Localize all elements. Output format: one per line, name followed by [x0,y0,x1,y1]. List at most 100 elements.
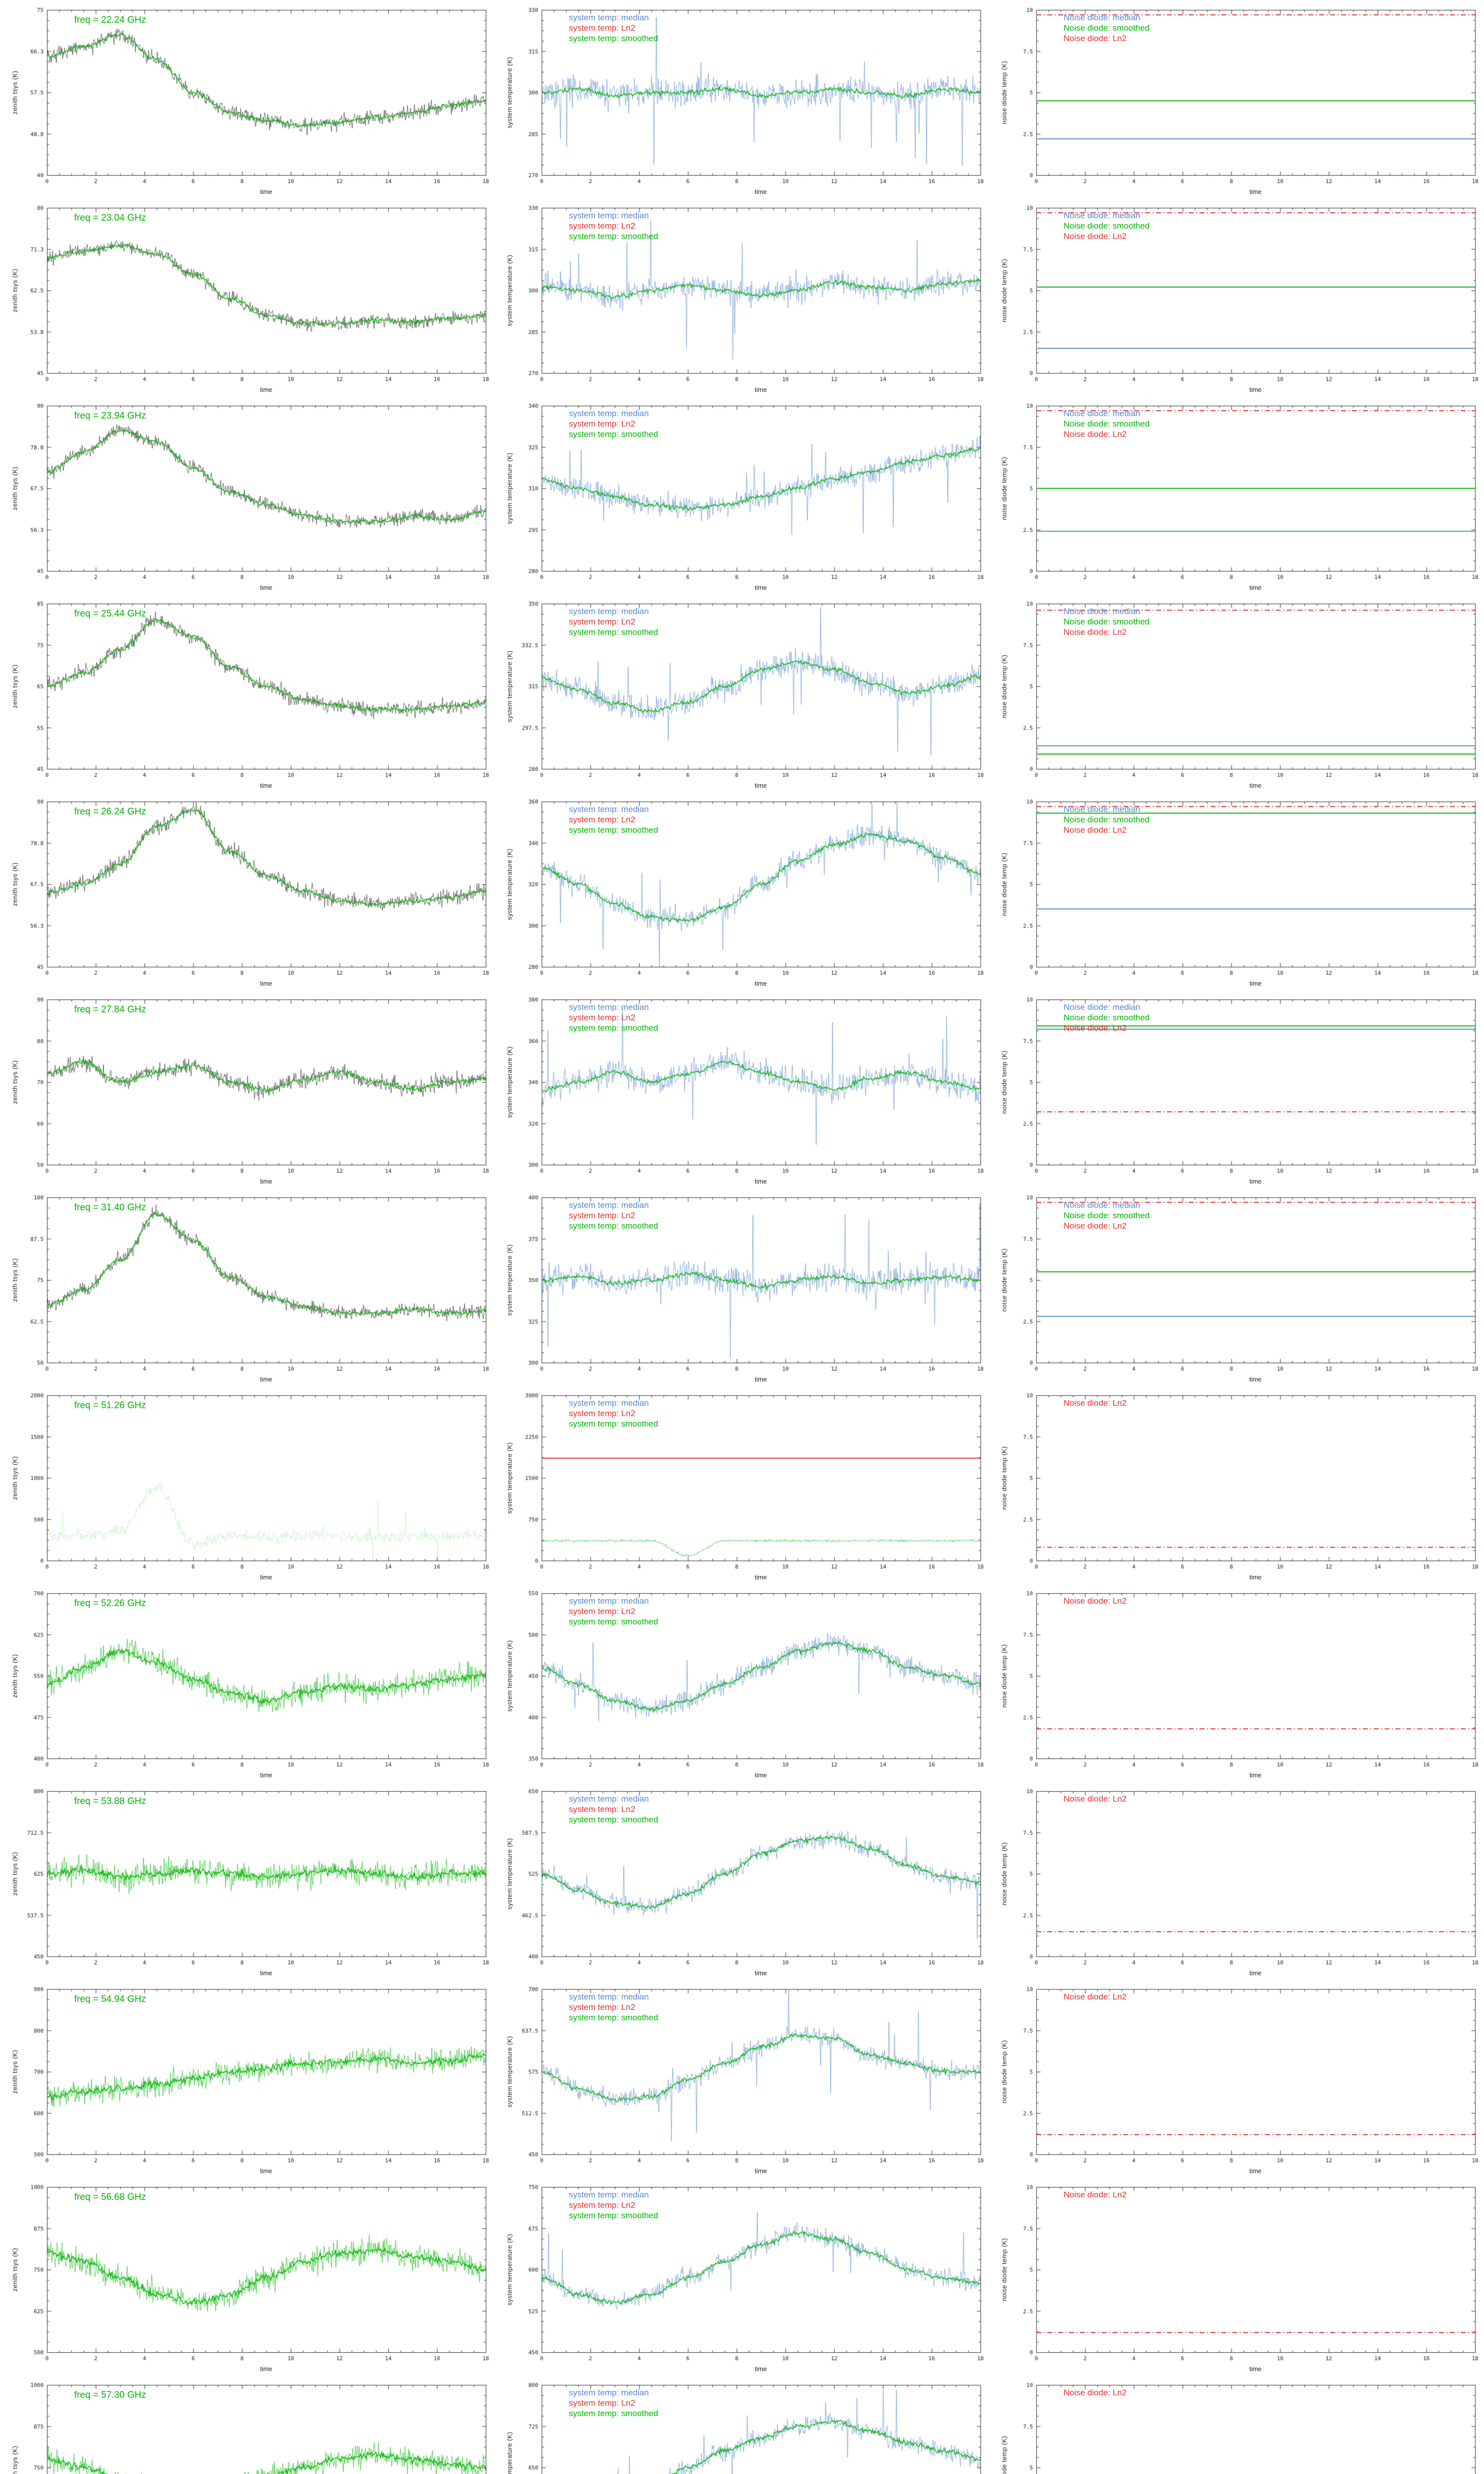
x-axis-label: time [260,386,273,393]
x-axis-label: time [260,584,273,591]
x-axis-label: time [260,782,273,789]
y-axis-label: noise diode temp (K) [1000,2436,1008,2474]
legend-item: system temp: median [569,1200,649,1210]
y-axis-label: system temperature (K) [506,1640,513,1712]
system-temp-chart-cell: system temperature (K) time system temp:… [495,198,989,396]
x-axis-label: time [1249,1969,1262,1977]
tsys-chart-cell: zenith tsys (K) time freq = 51.26 GHz [0,1385,495,1583]
plot-legend: system temp: median system temp: Ln2 syste… [569,13,658,44]
y-axis-label: noise diode temp (K) [1000,61,1008,124]
legend-item: system temp: Ln2 [569,2002,636,2012]
plot-legend: system temp: median system temp: Ln2 syste… [569,1992,658,2023]
legend-item: system temp: smoothed [569,1815,658,1824]
legend-item: Noise diode: Ln2 [1064,1596,1127,1606]
x-axis-label: time [1249,980,1262,987]
y-axis-label: noise diode temp (K) [1000,259,1008,322]
legend-item: system temp: Ln2 [569,2398,636,2408]
y-axis-label: system temperature (K) [506,848,513,920]
freq-title: freq = 23.04 GHz [74,213,146,223]
legend-item: Noise diode: median [1064,805,1140,814]
noise-diode-plot-canvas [989,2375,1484,2474]
y-axis-label: noise diode temp (K) [1000,2040,1008,2103]
y-axis-label: zenith tsys (K) [11,664,19,709]
tsys-chart-cell: zenith tsys (K) time freq = 57.30 GHz [0,2375,495,2474]
system-temp-chart-cell: system temperature (K) time system temp:… [495,396,989,594]
system-temp-plot-canvas [495,792,989,990]
legend-item: Noise diode: Ln2 [1064,1221,1127,1231]
y-axis-label: zenith tsys (K) [11,2247,19,2292]
x-axis-label: time [1249,584,1262,591]
x-axis-label: time [754,1771,767,1779]
x-axis-label: time [754,980,767,987]
noise-diode-plot-canvas [989,1979,1484,2177]
legend-item: system temp: Ln2 [569,23,636,33]
legend-item: system temp: median [569,1398,649,1408]
plot-legend: Noise diode: Ln2 [1064,1398,1127,1408]
x-axis-label: time [260,1376,273,1383]
system-temp-chart-cell: system temperature (K) time system temp:… [495,1979,989,2177]
freq-title: freq = 27.84 GHz [74,1004,146,1015]
x-axis-label: time [1249,1771,1262,1779]
y-axis-label: noise diode temp (K) [1000,853,1008,916]
y-axis-label: zenith tsys (K) [11,1852,19,1896]
legend-item: system temp: median [569,211,649,220]
plot-legend: system temp: median system temp: Ln2 syste… [569,1398,658,1429]
freq-title: freq = 26.24 GHz [74,807,146,817]
system-temp-plot-canvas [495,1583,989,1781]
tsys-chart-cell: zenith tsys (K) time freq = 31.40 GHz [0,1188,495,1385]
legend-item: Noise diode: Ln2 [1064,34,1127,43]
tsys-plot-canvas [0,0,495,198]
freq-title: freq = 56.68 GHz [74,2192,146,2202]
noise-diode-chart-cell: noise diode temp (K) time Noise diode: m… [989,198,1484,396]
y-axis-label: system temperature (K) [506,2431,513,2474]
tsys-chart-cell: zenith tsys (K) time freq = 27.84 GHz [0,990,495,1188]
system-temp-plot-canvas [495,2375,989,2474]
noise-diode-chart-cell: noise diode temp (K) time Noise diode: L… [989,2375,1484,2474]
legend-item: system temp: smoothed [569,429,658,439]
system-temp-plot-canvas [495,1385,989,1583]
x-axis-label: time [1249,782,1262,789]
tsys-chart-cell: zenith tsys (K) time freq = 53.88 GHz [0,1781,495,1979]
tsys-plot-canvas [0,396,495,594]
tsys-chart-cell: zenith tsys (K) time freq = 23.04 GHz [0,198,495,396]
noise-diode-plot-canvas [989,198,1484,396]
plot-legend: system temp: median system temp: Ln2 syste… [569,1794,658,1825]
system-temp-plot-canvas [495,396,989,594]
tsys-plot-canvas [0,1979,495,2177]
legend-item: system temp: smoothed [569,1617,658,1626]
legend-item: system temp: Ln2 [569,815,636,824]
legend-item: system temp: median [569,2388,649,2397]
legend-item: system temp: median [569,409,649,418]
legend-item: system temp: median [569,1596,649,1606]
y-axis-label: system temperature (K) [506,2234,513,2306]
legend-item: system temp: Ln2 [569,419,636,428]
y-axis-label: system temperature (K) [506,56,513,129]
noise-diode-plot-canvas [989,594,1484,792]
x-axis-label: time [1249,386,1262,393]
noise-diode-plot-canvas [989,2177,1484,2375]
legend-item: Noise diode: median [1064,1200,1140,1210]
legend-item: system temp: median [569,607,649,616]
tsys-plot-canvas [0,1385,495,1583]
legend-item: Noise diode: smoothed [1064,815,1150,824]
x-axis-label: time [754,1178,767,1185]
noise-diode-chart-cell: noise diode temp (K) time Noise diode: m… [989,0,1484,198]
legend-item: system temp: smoothed [569,1221,658,1231]
freq-title: freq = 25.44 GHz [74,609,146,619]
tsys-plot-canvas [0,2375,495,2474]
legend-item: Noise diode: Ln2 [1064,1992,1127,2001]
freq-title: freq = 52.26 GHz [74,1598,146,1609]
x-axis-label: time [1249,2365,1262,2373]
legend-item: Noise diode: Ln2 [1064,627,1127,637]
noise-diode-plot-canvas [989,1188,1484,1385]
x-axis-label: time [260,2167,273,2175]
legend-item: Noise diode: Ln2 [1064,232,1127,241]
y-axis-label: zenith tsys (K) [11,1654,19,1698]
x-axis-label: time [754,584,767,591]
system-temp-chart-cell: system temperature (K) time system temp:… [495,2375,989,2474]
legend-item: system temp: Ln2 [569,2200,636,2210]
x-axis-label: time [260,1178,273,1185]
legend-item: Noise diode: smoothed [1064,419,1150,428]
noise-diode-chart-cell: noise diode temp (K) time Noise diode: L… [989,1979,1484,2177]
y-axis-label: noise diode temp (K) [1000,1644,1008,1708]
